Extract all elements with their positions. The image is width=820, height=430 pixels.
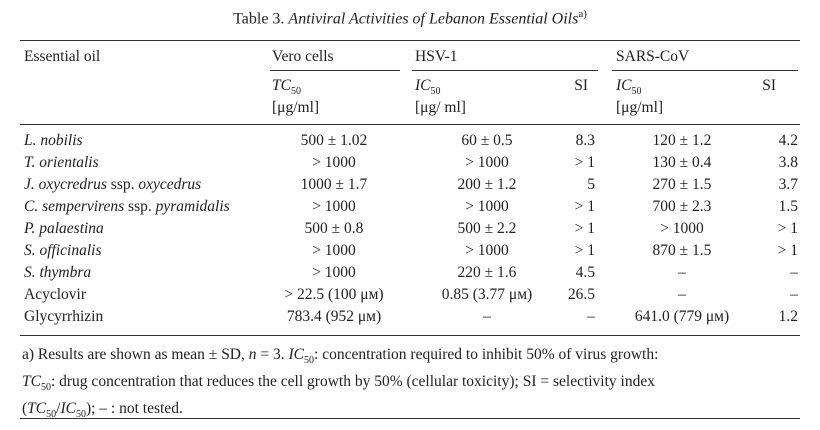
caption-footnote-mark: a): [578, 8, 587, 20]
cell-hsv-ic: > 1000: [465, 242, 509, 259]
cell-vero: 500 ± 0.8: [304, 220, 364, 237]
sars-group-rule: [612, 70, 798, 71]
cell-sars-ic: > 1000: [660, 220, 704, 237]
cell-sars-si: 1.2: [778, 308, 798, 325]
footnote-line-3: (TC50/IC50); – : not tested.: [22, 400, 183, 421]
header-hsv1: HSV-1: [415, 48, 458, 65]
cell-sars-si: 4.2: [778, 132, 798, 149]
row-essential-oil: Glycyrrhizin: [24, 308, 104, 325]
header-sars-si: SI: [762, 77, 776, 94]
cell-hsv-ic: 0.85 (3.77 μм): [441, 286, 533, 303]
row-essential-oil: S. officinalis: [24, 242, 102, 259]
row-essential-oil: Acyclovir: [24, 286, 86, 303]
cell-vero: > 1000: [312, 242, 356, 259]
cell-hsv-si: > 1: [574, 242, 595, 259]
cell-sars-ic: –: [678, 264, 686, 281]
row-essential-oil: T. orientalis: [24, 154, 99, 171]
cell-hsv-ic: > 1000: [465, 198, 509, 215]
cell-vero: > 22.5 (100 μм): [284, 286, 384, 303]
header-tc50: TC50: [272, 77, 301, 98]
cell-hsv-si: 26.5: [567, 286, 595, 303]
header-vero-cells: Vero cells: [272, 48, 334, 65]
cell-hsv-ic: > 1000: [465, 154, 509, 171]
row-essential-oil: L. nobilis: [24, 132, 83, 149]
header-hsv-ic50: IC50: [415, 77, 441, 98]
cell-sars-ic: 700 ± 2.3: [652, 198, 712, 215]
cell-vero: 500 ± 1.02: [300, 132, 368, 149]
cell-hsv-ic: 220 ± 1.6: [457, 264, 517, 281]
header-sars-cov: SARS-CoV: [616, 48, 690, 65]
cell-sars-ic: –: [678, 286, 686, 303]
cell-sars-ic: 120 ± 1.2: [652, 132, 712, 149]
footnote-bottom-rule: [20, 418, 800, 419]
cell-sars-ic: 641.0 (779 μм): [634, 308, 730, 325]
cell-hsv-si: 5: [587, 176, 595, 193]
unit-hsv: [μg/ ml]: [415, 99, 466, 116]
footnote-line-2: TC50: drug concentration that reduces th…: [22, 373, 655, 394]
row-essential-oil: P. palaestina: [24, 220, 104, 237]
unit-sars: [μg/ml]: [616, 99, 664, 116]
cell-vero: 1000 ± 1.7: [300, 176, 368, 193]
cell-hsv-si: 8.3: [575, 132, 595, 149]
unit-vero: [μg/ml]: [272, 99, 320, 116]
cell-vero: 783.4 (952 μм): [286, 308, 382, 325]
cell-sars-si: –: [790, 264, 798, 281]
header-hsv-si: SI: [574, 77, 588, 94]
row-essential-oil: C. sempervirens ssp. pyramidalis: [24, 198, 230, 215]
cell-sars-ic: 270 ± 1.5: [652, 176, 712, 193]
footnote-line-1: a) Results are shown as mean ± SD, n = 3…: [22, 346, 659, 367]
vero-group-rule: [270, 70, 400, 71]
header-bottom-rule: [20, 124, 800, 125]
header-sars-ic50: IC50: [616, 77, 642, 98]
cell-vero: > 1000: [312, 264, 356, 281]
cell-hsv-ic: 200 ± 1.2: [457, 176, 517, 193]
cell-sars-si: 1.5: [778, 198, 798, 215]
cell-hsv-si: > 1: [574, 154, 595, 171]
caption-title: Antiviral Activities of Lebanon Essentia…: [288, 10, 579, 28]
header-essential-oil: Essential oil: [24, 48, 101, 65]
cell-sars-si: 3.7: [778, 176, 798, 193]
cell-hsv-si: > 1: [574, 220, 595, 237]
cell-vero: > 1000: [312, 198, 356, 215]
table-caption: Table 3. Antiviral Activities of Lebanon…: [0, 8, 820, 28]
cell-hsv-si: –: [587, 308, 595, 325]
body-bottom-rule: [20, 335, 800, 336]
cell-sars-ic: 130 ± 0.4: [652, 154, 712, 171]
caption-prefix: Table 3.: [233, 10, 285, 28]
cell-hsv-ic: 60 ± 0.5: [461, 132, 513, 149]
row-essential-oil: S. thymbra: [24, 264, 92, 281]
hsv-group-rule: [412, 70, 598, 71]
cell-sars-ic: 870 ± 1.5: [652, 242, 712, 259]
cell-hsv-si: 4.5: [575, 264, 595, 281]
cell-sars-si: 3.8: [778, 154, 798, 171]
row-essential-oil: J. oxycredrus ssp. oxycedrus: [24, 176, 202, 193]
cell-hsv-ic: 500 ± 2.2: [457, 220, 517, 237]
top-rule: [20, 40, 800, 41]
cell-hsv-ic: –: [483, 308, 491, 325]
cell-sars-si: > 1: [777, 220, 798, 237]
cell-hsv-si: > 1: [574, 198, 595, 215]
cell-sars-si: > 1: [777, 242, 798, 259]
cell-vero: > 1000: [312, 154, 356, 171]
table-footnote: a) Results are shown as mean ± SD, n = 3…: [22, 344, 804, 425]
cell-sars-si: –: [790, 286, 798, 303]
